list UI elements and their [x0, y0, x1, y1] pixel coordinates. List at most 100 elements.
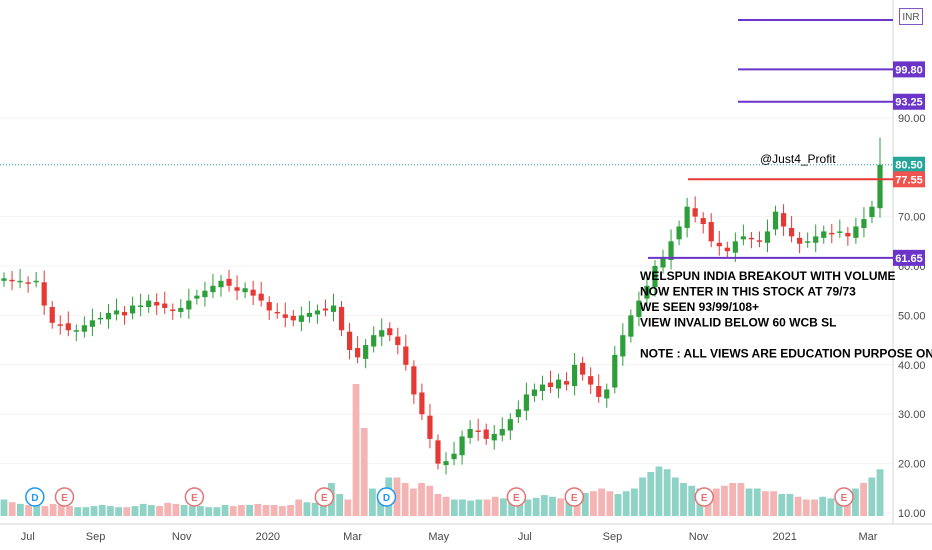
candle[interactable]: [330, 293, 337, 322]
earnings-marker[interactable]: E: [54, 487, 75, 507]
candle[interactable]: [138, 293, 144, 317]
candle[interactable]: [146, 294, 152, 313]
candle[interactable]: [33, 271, 39, 288]
candle[interactable]: [338, 301, 345, 337]
candle[interactable]: [41, 270, 47, 315]
candle[interactable]: [692, 196, 698, 223]
earnings-marker[interactable]: E: [184, 487, 205, 507]
candle[interactable]: [821, 225, 827, 244]
candle[interactable]: [660, 249, 666, 274]
candle[interactable]: [499, 417, 505, 442]
candle[interactable]: [483, 423, 489, 445]
candle[interactable]: [724, 241, 730, 258]
candle[interactable]: [716, 230, 722, 256]
candle[interactable]: [588, 367, 594, 394]
earnings-marker[interactable]: E: [506, 487, 527, 507]
candle[interactable]: [113, 298, 120, 321]
candle[interactable]: [1, 272, 7, 287]
candle[interactable]: [314, 304, 321, 324]
candle[interactable]: [379, 318, 385, 347]
candle[interactable]: [242, 282, 248, 299]
candle[interactable]: [531, 383, 538, 402]
candle[interactable]: [845, 226, 851, 246]
candle[interactable]: [644, 273, 650, 305]
candle[interactable]: [49, 301, 55, 329]
candle[interactable]: [226, 269, 232, 292]
candle[interactable]: [443, 452, 449, 475]
candle[interactable]: [17, 268, 23, 289]
candle[interactable]: [274, 303, 280, 319]
candle[interactable]: [290, 309, 296, 327]
candle[interactable]: [780, 204, 787, 236]
candle[interactable]: [371, 326, 377, 353]
candle[interactable]: [97, 311, 104, 325]
candle[interactable]: [73, 324, 79, 342]
candle[interactable]: [507, 413, 513, 440]
candle[interactable]: [178, 299, 184, 318]
candle[interactable]: [65, 311, 71, 337]
candle[interactable]: [129, 296, 136, 320]
candle[interactable]: [523, 382, 529, 421]
candle[interactable]: [580, 356, 586, 381]
candle[interactable]: [170, 303, 176, 320]
candle[interactable]: [740, 224, 746, 246]
candle[interactable]: [652, 260, 658, 297]
candle[interactable]: [764, 219, 771, 253]
candle[interactable]: [788, 216, 795, 243]
earnings-marker[interactable]: E: [314, 487, 335, 507]
candle[interactable]: [411, 360, 417, 404]
earnings-marker[interactable]: E: [564, 487, 585, 507]
candle[interactable]: [202, 281, 208, 307]
candle[interactable]: [572, 352, 578, 396]
candle[interactable]: [419, 383, 425, 421]
candle[interactable]: [853, 217, 859, 244]
candle[interactable]: [186, 288, 192, 319]
candle[interactable]: [250, 280, 256, 306]
candle[interactable]: [355, 336, 361, 364]
candle[interactable]: [258, 281, 264, 307]
candle[interactable]: [676, 220, 682, 246]
candle[interactable]: [467, 420, 473, 444]
candle[interactable]: [57, 315, 63, 335]
currency-button[interactable]: INR: [899, 8, 923, 25]
candle[interactable]: [218, 274, 224, 297]
candle[interactable]: [346, 322, 353, 360]
candle[interactable]: [604, 383, 610, 408]
candle[interactable]: [162, 291, 168, 314]
candle[interactable]: [797, 231, 803, 254]
candle[interactable]: [620, 323, 626, 366]
candle[interactable]: [748, 231, 755, 249]
candle[interactable]: [628, 309, 634, 343]
candle[interactable]: [837, 219, 843, 238]
dividend-marker[interactable]: D: [376, 487, 397, 507]
candle[interactable]: [154, 293, 160, 315]
candle[interactable]: [403, 334, 409, 371]
candle[interactable]: [459, 430, 465, 465]
candle[interactable]: [266, 296, 272, 320]
candle[interactable]: [756, 231, 763, 248]
candle[interactable]: [869, 200, 875, 224]
candle[interactable]: [322, 299, 329, 317]
candle[interactable]: [813, 224, 819, 253]
dividend-marker[interactable]: D: [25, 487, 45, 507]
candle[interactable]: [563, 372, 570, 391]
candle[interactable]: [547, 370, 554, 393]
candle[interactable]: [684, 197, 690, 238]
candle[interactable]: [234, 275, 240, 301]
candle[interactable]: [451, 441, 457, 466]
candle[interactable]: [708, 213, 714, 248]
candle[interactable]: [282, 302, 288, 328]
candle[interactable]: [363, 339, 369, 369]
candle[interactable]: [387, 322, 393, 342]
earnings-marker[interactable]: E: [834, 487, 854, 507]
candle[interactable]: [829, 224, 835, 244]
candle[interactable]: [395, 327, 401, 355]
candle[interactable]: [81, 316, 87, 338]
candle[interactable]: [25, 276, 31, 293]
candle[interactable]: [515, 400, 521, 424]
candle[interactable]: [491, 425, 497, 450]
candle[interactable]: [89, 308, 96, 337]
candle[interactable]: [435, 434, 441, 470]
candle[interactable]: [805, 232, 811, 248]
candle[interactable]: [612, 346, 618, 394]
